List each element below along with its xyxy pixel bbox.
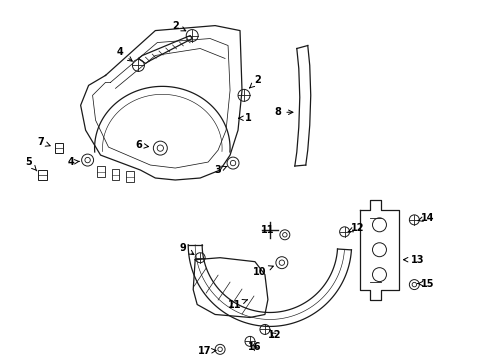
Text: 16: 16 <box>248 342 261 352</box>
Text: 5: 5 <box>25 157 37 171</box>
Bar <box>96 166 104 177</box>
Text: 12: 12 <box>267 330 281 341</box>
Text: 4: 4 <box>117 48 132 61</box>
Text: 1: 1 <box>238 113 251 123</box>
Bar <box>55 143 62 153</box>
Text: 12: 12 <box>347 223 364 233</box>
Text: 9: 9 <box>180 243 194 255</box>
Bar <box>126 171 134 182</box>
Text: 7: 7 <box>38 137 50 147</box>
Text: 11: 11 <box>228 300 247 310</box>
Text: 11: 11 <box>261 225 274 235</box>
Text: 14: 14 <box>417 213 433 223</box>
Text: 6: 6 <box>135 140 148 150</box>
Text: 2: 2 <box>172 21 185 31</box>
Text: 10: 10 <box>253 266 273 276</box>
Text: 4: 4 <box>67 157 80 167</box>
Text: 3: 3 <box>214 165 226 175</box>
Bar <box>38 170 47 180</box>
Text: 15: 15 <box>417 279 433 289</box>
Text: 2: 2 <box>249 75 261 88</box>
Text: 8: 8 <box>274 107 292 117</box>
Text: 17: 17 <box>198 346 216 356</box>
Text: 13: 13 <box>403 255 423 265</box>
Bar <box>111 169 119 180</box>
